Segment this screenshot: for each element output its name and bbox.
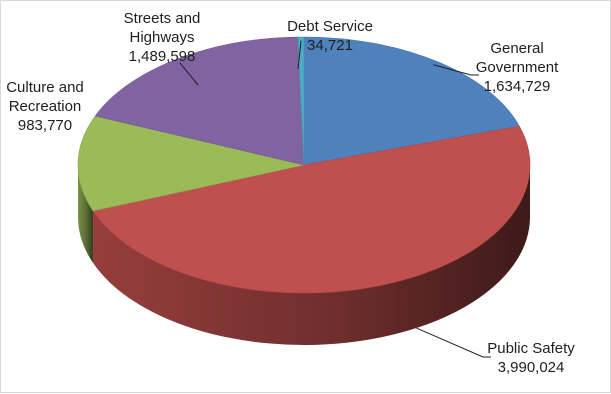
leader-line-general-government [433, 64, 479, 76]
leader-line-streets-and-highways [179, 62, 199, 86]
data-label-general-government: General Government 1,634,729 [476, 40, 559, 95]
pie-side-culture-and-recreation [78, 165, 94, 263]
data-label-streets-and-highways: Streets and Highways 1,489,598 [124, 10, 201, 65]
pie-side-public-safety [93, 165, 530, 345]
pie-slice-general-government [303, 36, 520, 166]
pie-slice-debt-service [297, 36, 305, 166]
data-label-debt-service: Debt Service 34,721 [287, 18, 373, 54]
data-label-culture-and-recreation: Culture and Recreation 983,770 [6, 79, 84, 134]
pie-slice-public-safety [92, 125, 531, 294]
pie-slice-culture-and-recreation [77, 115, 305, 212]
pie-slice-streets-and-highways [94, 36, 305, 166]
data-label-public-safety: Public Safety 3,990,024 [487, 340, 575, 376]
leader-line-debt-service [297, 40, 302, 70]
leader-line-public-safety [416, 327, 491, 358]
